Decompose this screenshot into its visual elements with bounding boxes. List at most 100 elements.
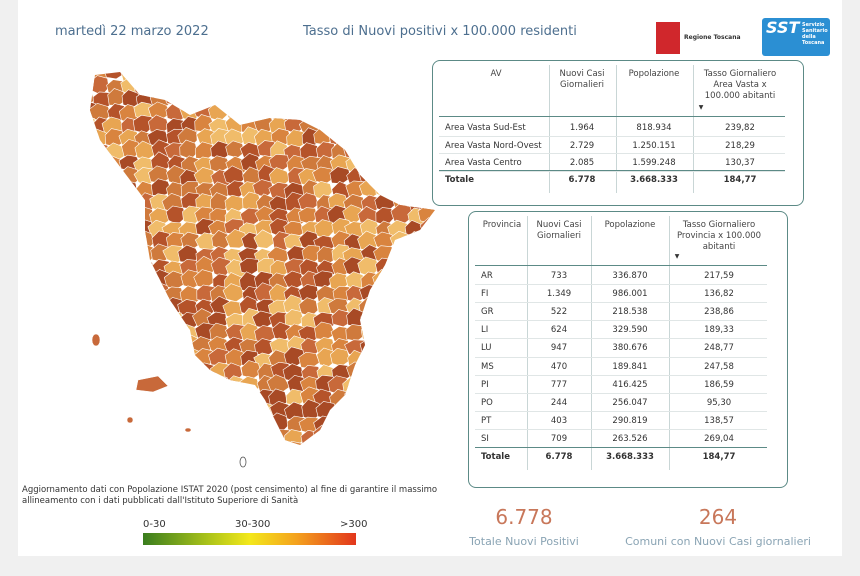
municipality — [107, 50, 125, 67]
municipality — [165, 363, 188, 382]
municipality — [331, 100, 352, 122]
municipality — [90, 258, 95, 278]
municipality — [181, 77, 203, 98]
municipality — [90, 181, 109, 202]
column-divider — [616, 65, 617, 193]
municipality — [103, 440, 128, 445]
table-cell: 1.250.151 — [632, 140, 676, 151]
municipality — [105, 234, 125, 252]
municipality — [255, 48, 276, 67]
municipality — [372, 351, 393, 370]
municipality — [135, 348, 155, 367]
municipality — [273, 53, 291, 69]
municipality — [90, 378, 97, 397]
table-cell: 733 — [550, 271, 568, 281]
kpi-value: 6.778 — [495, 505, 553, 529]
municipality — [284, 440, 305, 445]
municipality — [358, 402, 380, 421]
kpi-label: Comuni con Nuovi Casi giornalieri — [625, 535, 811, 548]
municipality — [375, 104, 398, 123]
municipality — [406, 255, 428, 276]
municipality — [404, 310, 426, 331]
table-cell: 239,82 — [725, 123, 755, 133]
municipality — [103, 414, 126, 435]
municipality — [345, 127, 367, 148]
municipality — [406, 142, 427, 164]
municipality — [374, 167, 395, 186]
municipality — [372, 156, 395, 175]
table-cell: 238,86 — [704, 307, 734, 318]
municipality — [102, 166, 125, 187]
municipality — [90, 414, 97, 435]
municipality — [131, 440, 153, 445]
municipality — [165, 322, 188, 342]
municipality — [404, 77, 424, 98]
municipality — [238, 429, 261, 445]
kpi-value: 264 — [698, 505, 738, 529]
municipality — [180, 389, 202, 410]
municipality — [419, 404, 435, 423]
municipality — [390, 50, 409, 69]
municipality — [148, 427, 172, 445]
municipality — [239, 104, 260, 123]
table-cell: 1.349 — [546, 289, 572, 300]
municipality — [267, 441, 291, 445]
row-rule — [475, 410, 767, 412]
row-rule — [475, 374, 767, 376]
municipality — [403, 181, 425, 199]
municipality — [152, 52, 173, 71]
municipality — [390, 87, 412, 108]
municipality — [90, 142, 112, 164]
table-cell: 269,04 — [704, 433, 734, 444]
table-cell: 290.819 — [612, 415, 648, 426]
municipality — [431, 377, 435, 397]
municipality — [373, 129, 395, 147]
municipality — [389, 360, 411, 382]
municipality — [104, 206, 127, 227]
municipality — [106, 309, 129, 330]
municipality — [178, 89, 200, 108]
municipality — [193, 390, 215, 409]
municipality — [178, 399, 199, 419]
sort-icon: ▼ — [674, 253, 680, 260]
municipality — [165, 402, 187, 424]
legend-label: 30-300 — [235, 519, 271, 530]
municipality — [405, 103, 425, 125]
municipality — [104, 346, 127, 367]
table-cell: 470 — [550, 361, 568, 372]
municipality — [196, 400, 217, 421]
municipality — [402, 128, 425, 149]
municipality — [163, 49, 184, 70]
municipality — [122, 273, 144, 294]
municipality — [419, 297, 435, 315]
table-cell: 416.425 — [612, 379, 648, 390]
municipality — [417, 204, 435, 224]
municipality — [177, 360, 201, 382]
municipality — [119, 297, 141, 316]
municipality — [90, 179, 98, 201]
municipality — [207, 51, 228, 69]
municipality — [121, 334, 144, 354]
municipality — [121, 233, 143, 253]
municipality — [434, 413, 435, 434]
municipality — [119, 428, 139, 445]
municipality — [136, 401, 158, 422]
table-cell: SI — [481, 433, 489, 444]
municipality — [433, 441, 435, 445]
municipality — [117, 439, 140, 445]
municipality — [209, 403, 233, 424]
municipality — [314, 103, 335, 122]
municipality — [389, 284, 411, 305]
municipality — [283, 101, 305, 122]
municipality — [300, 429, 321, 445]
municipality — [330, 114, 352, 134]
municipality — [268, 72, 291, 84]
municipality — [359, 363, 378, 384]
municipality — [90, 165, 96, 187]
municipality — [407, 72, 429, 80]
municipality — [374, 427, 397, 445]
municipality — [119, 194, 141, 214]
municipality — [208, 415, 231, 434]
municipality — [360, 323, 380, 344]
column-divider — [669, 216, 670, 470]
